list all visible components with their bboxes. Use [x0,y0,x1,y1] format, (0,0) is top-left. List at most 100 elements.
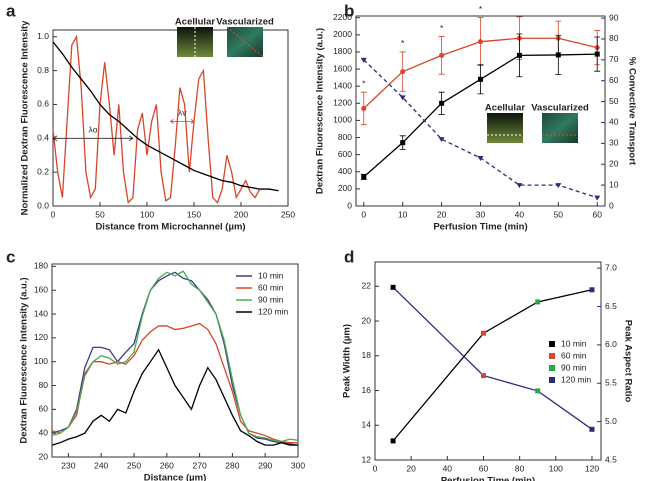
marker [477,155,484,161]
y2-tick-label: 70 [609,54,619,64]
series-line [52,41,279,192]
legend-swatch [549,365,555,371]
y-tick-label: 0.0 [37,200,49,210]
legend-label: 120 min [258,306,289,316]
x-tick-label: 40 [515,209,525,219]
legend-label: 10 min [258,270,284,280]
x-axis-label: Distance from Microchannel (µm) [95,222,245,233]
y-tick-label: 160 [34,284,48,294]
x-tick-label: 280 [225,460,239,470]
inset-image [227,27,263,57]
y-tick-label: 2200 [333,12,352,22]
y2-tick-label: 80 [609,33,619,43]
y-axis-label: Normalized Dextran Fluorescence Intensit… [20,20,31,216]
y2-tick-label: 5.0 [605,416,617,426]
x-tick-label: 0 [51,209,56,219]
series-line [52,34,261,205]
y2-tick-label: 90 [609,12,619,22]
series-line [392,286,593,430]
series-line [51,271,299,446]
marker [400,69,406,75]
y-tick-label: 0.2 [37,166,49,176]
y-tick-label: 120 [34,332,48,342]
annotation: * [440,23,444,33]
marker [390,284,396,290]
y2-tick-label: 10 [609,179,619,189]
x-tick-label: 120 [585,463,599,473]
y-axis-label: Peak Width (µm) [342,324,353,398]
y-tick-label: 1200 [333,98,352,108]
y-axis-label: Dextran Fluorescence Intensity (a.u.) [19,277,30,443]
y-tick-label: 16 [362,385,372,395]
marker [480,330,486,336]
marker [439,52,445,58]
x-axis-label: Perfusion Time (min) [433,222,527,233]
legend-label: 90 min [561,362,587,372]
y2-tick-label: 6.0 [605,339,617,349]
marker [361,105,367,111]
y-tick-label: 1400 [333,80,352,90]
plot-frame [52,29,289,207]
marker [478,76,483,82]
legend-label: 10 min [561,338,587,348]
y2-tick-label: 7.0 [605,262,617,272]
panel-letter: a [6,1,16,20]
y-tick-label: 60 [39,404,49,414]
lambda-label: λv [178,108,187,118]
legend-swatch [549,353,555,359]
marker [400,140,406,146]
y-tick-label: 600 [338,149,352,159]
series-line [51,270,299,443]
y-tick-label: 40 [39,427,49,437]
marker [478,39,483,45]
y-tick-label: 18 [362,350,372,360]
y-tick-label: 180 [34,261,48,271]
y-tick-label: 80 [39,380,49,390]
x-tick-label: 260 [160,460,174,470]
marker [439,100,445,106]
x-tick-label: 80 [515,463,525,473]
y2-tick-label: 60 [609,75,619,85]
legend-label: 90 min [258,294,284,304]
x-tick-label: 100 [549,463,563,473]
y-tick-label: 0.8 [37,65,49,75]
x-tick-label: 240 [94,460,108,470]
y2-tick-label: 20 [609,158,619,168]
lambda-arrow [169,119,195,124]
y-tick-label: 200 [338,183,352,193]
y-tick-label: 0.4 [37,133,49,143]
x-tick-label: 250 [281,209,295,219]
panel-letter: c [6,247,15,266]
marker [516,183,523,189]
annotation: * [401,38,405,48]
marker [594,51,600,57]
marker [589,426,595,432]
x-tick-label: 290 [258,460,272,470]
marker [480,373,486,379]
x-tick-label: 60 [479,463,489,473]
inset-image [542,113,578,143]
x-tick-label: 250 [127,460,141,470]
y2-axis-label: Peak Aspect Ratio [622,320,633,403]
y-tick-label: 100 [34,356,48,366]
marker [589,287,595,293]
x-axis-label: Distance (µm) [144,473,207,481]
y2-tick-label: 4.5 [605,454,617,464]
legend-label: 120 min [561,374,592,384]
x-tick-label: 10 [398,209,408,219]
x-tick-label: 300 [291,460,305,470]
y-tick-label: 0 [347,200,352,210]
marker [516,52,522,58]
x-tick-label: 40 [443,463,453,473]
lambda-label: λo [88,125,97,135]
marker [361,174,367,180]
x-tick-label: 30 [476,209,486,219]
marker [399,95,406,101]
y-tick-label: 1.0 [37,31,49,41]
panel-letter: d [344,247,354,266]
marker [535,388,541,394]
inset-label: Acellular [175,17,215,28]
y-tick-label: 22 [362,281,372,291]
x-tick-label: 200 [234,209,248,219]
